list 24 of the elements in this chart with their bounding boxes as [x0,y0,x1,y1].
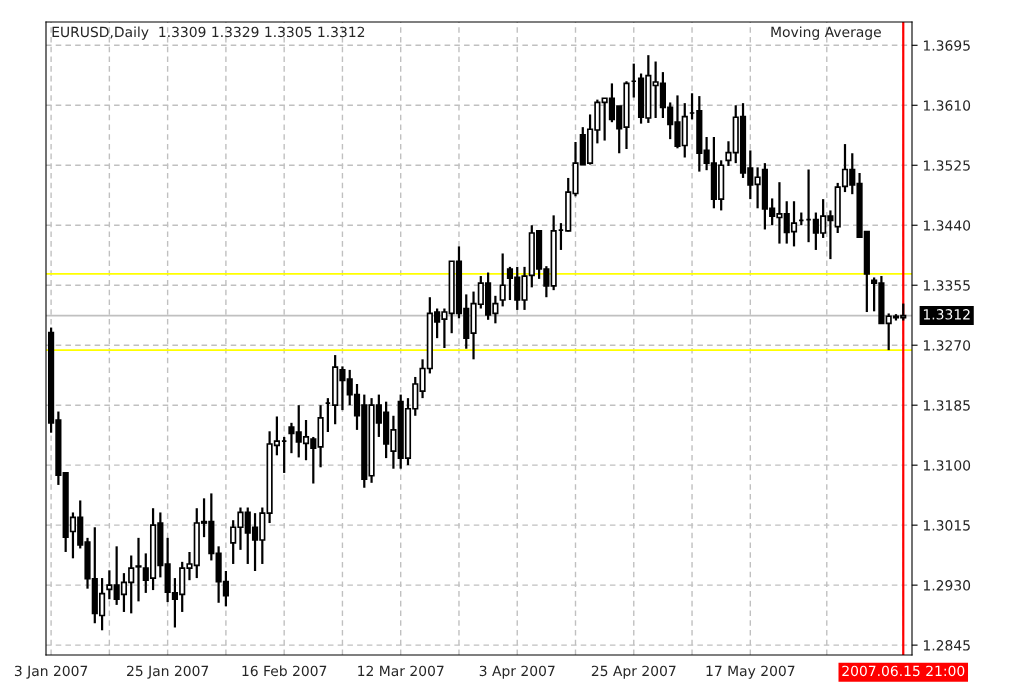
y-tick-label: 1.3015 [923,520,970,531]
y-tick-label: 1.2845 [923,640,970,651]
candlestick [499,252,506,308]
y-tick-label: 1.3440 [923,220,971,231]
y-tick-label: 1.3185 [923,400,970,411]
y-tick-label: 1.2930 [923,580,971,591]
annotation: Moving Average [771,26,881,40]
x-tick-label: 25 Jan 2007 [127,665,209,679]
x-tick-label: 16 Feb 2007 [242,665,327,677]
x-tick-label: 12 Mar 2007 [358,665,444,677]
chart-title: EURUSD,Daily 1.3309 1.3329 1.3305 1.3312 [52,26,365,40]
x-tick-label: 17 May 2007 [706,665,795,679]
y-tick-label: 1.3610 [923,100,971,111]
y-tick-label: 1.3100 [923,460,971,471]
y-tick-label: 1.3355 [923,280,970,291]
x-tick-label: 2007.06.15 21:00 [842,665,965,677]
x-tick-label: 3 Jan 2007 [14,665,88,679]
candlestick [106,569,113,601]
x-tick-label: 3 Apr 2007 [479,665,555,679]
y-tick-label: 1.3270 [923,340,971,351]
y-tick-label: 1.3525 [923,160,970,171]
x-tick-label: 25 Apr 2007 [591,665,676,679]
y-tick-label: 1.3695 [923,40,970,51]
ref-line-label: 1.3312 [923,309,970,320]
